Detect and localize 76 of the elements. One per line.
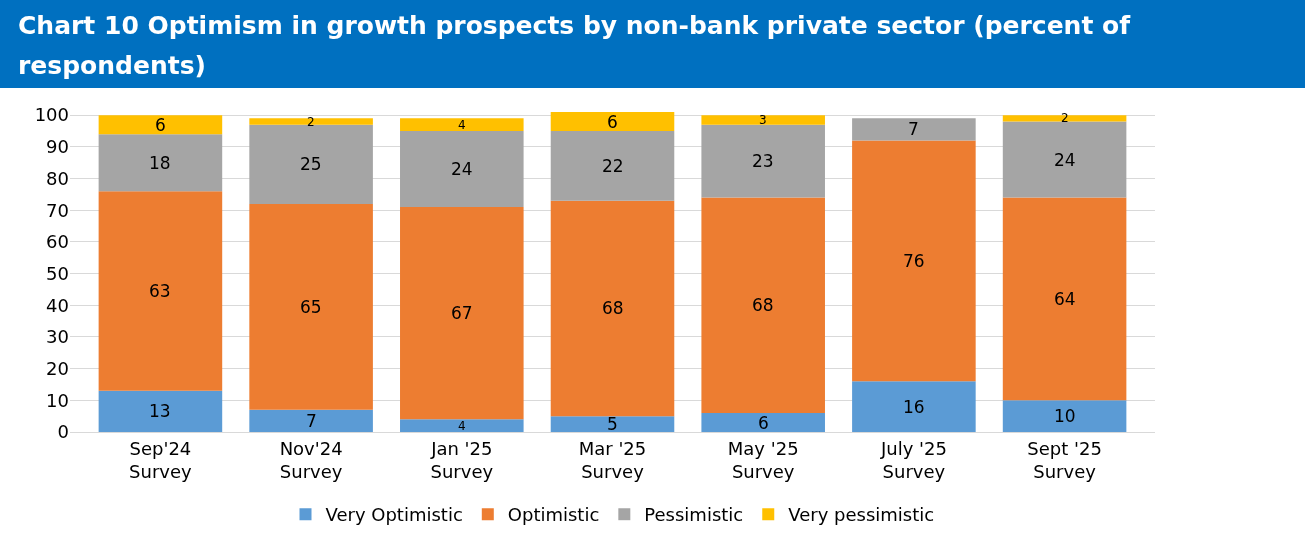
bar	[249, 118, 373, 125]
x-tick-label: Sep'24 Survey	[129, 437, 193, 482]
y-tick-label: 40	[46, 294, 69, 316]
data-label: 7	[908, 119, 919, 139]
data-label: 25	[300, 154, 322, 174]
legend-label: Pessimistic	[644, 504, 744, 526]
bar	[701, 124, 825, 198]
y-tick-label: 50	[46, 262, 69, 284]
data-label: 3	[759, 113, 767, 127]
bar	[701, 115, 825, 125]
y-tick-label: 80	[46, 167, 69, 189]
bar	[550, 200, 675, 417]
legend-label: Very pessimistic	[788, 504, 935, 526]
bar	[98, 191, 223, 391]
y-tick-label: 10	[46, 389, 69, 411]
bar	[701, 412, 825, 432]
data-label: 68	[752, 295, 774, 315]
x-tick-label: Mar '25 Survey	[578, 437, 647, 482]
x-tick-label: Nov'24 Survey	[279, 437, 343, 482]
data-label: 18	[149, 153, 171, 173]
data-label: 23	[752, 151, 774, 171]
bar	[249, 203, 373, 410]
y-tick-label: 60	[46, 231, 69, 253]
data-label: 2	[1061, 111, 1069, 125]
data-label: 68	[602, 298, 624, 318]
y-tick-label: 100	[34, 104, 69, 126]
chart-title: Chart 10 Optimism in growth prospects by non-bank private sector (percent of respondents)	[0, 0, 1305, 88]
data-label: 6	[758, 413, 769, 433]
data-label: 63	[149, 281, 171, 301]
data-label: 13	[149, 401, 171, 421]
bar	[400, 207, 524, 420]
bar	[1002, 121, 1127, 198]
data-label: 4	[458, 419, 466, 433]
x-tick-label: May '25 Survey	[727, 437, 799, 482]
bar	[1002, 400, 1127, 432]
data-label: 10	[1054, 406, 1076, 426]
y-tick-label: 20	[46, 357, 69, 379]
bar	[400, 419, 524, 432]
data-label: 64	[1054, 289, 1076, 309]
data-label: 22	[602, 156, 624, 176]
y-tick-label: 0	[57, 421, 69, 443]
bar	[1002, 115, 1127, 122]
y-tick-label: 90	[46, 136, 69, 158]
data-label: 24	[451, 159, 473, 179]
data-label: 24	[1054, 150, 1076, 170]
bar	[852, 381, 976, 432]
data-label: 7	[306, 411, 317, 431]
bar	[98, 390, 223, 432]
bar	[550, 112, 675, 132]
x-tick-label: Sept '25 Survey	[1027, 437, 1102, 482]
data-label: 5	[607, 414, 618, 434]
x-tick-label: July '25 Survey	[879, 437, 947, 482]
bar	[98, 115, 223, 135]
bar	[550, 131, 675, 201]
bar	[852, 118, 976, 141]
data-label: 65	[300, 297, 322, 317]
legend-label: Optimistic	[507, 504, 600, 526]
bar	[1002, 197, 1127, 401]
y-tick-label: 70	[46, 199, 69, 221]
bar	[550, 416, 675, 432]
x-tick-label: Jan '25 Survey	[430, 437, 494, 482]
y-tick-label: 30	[46, 326, 69, 348]
legend-label: Very Optimistic	[325, 504, 463, 526]
data-label: 16	[903, 397, 925, 417]
bar	[249, 409, 373, 432]
data-label: 4	[458, 118, 466, 132]
bar	[249, 124, 373, 204]
bar	[98, 134, 223, 192]
data-label: 76	[903, 251, 925, 271]
bar	[400, 131, 524, 208]
data-label: 67	[451, 303, 473, 323]
bar	[400, 118, 524, 132]
data-label: 6	[607, 112, 618, 132]
bar	[852, 140, 976, 382]
data-label: 6	[155, 115, 166, 135]
bar	[701, 197, 825, 413]
